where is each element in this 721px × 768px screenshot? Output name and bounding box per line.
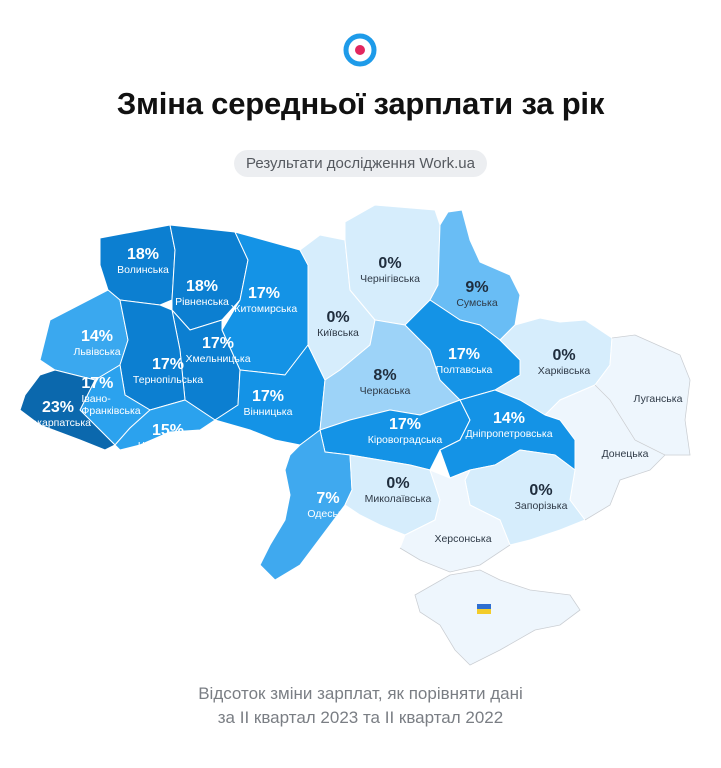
label-cherkaska: 8% Черкаська	[359, 367, 411, 397]
label-poltavska: 17% Полтавська	[435, 346, 493, 376]
footer-line-2: за II квартал 2023 та II квартал 2022	[217, 708, 504, 727]
label-lvivska: 14% Львівська	[73, 328, 121, 358]
label-kyivska: 0% Київська	[317, 309, 359, 339]
ukraine-flag-icon	[477, 604, 491, 614]
label-donetska: Донецька	[601, 448, 649, 460]
footer-line-1: Відсоток зміни зарплат, як порівняти дан…	[198, 684, 523, 703]
label-khmelnytska: 17% Хмельницька	[185, 335, 251, 365]
label-dnipropetrovska: 14% Дніпропетровська	[465, 410, 553, 440]
label-zhytomyrska: 17% Житомирська	[230, 285, 298, 315]
footer-caption: Відсоток зміни зарплат, як порівняти дан…	[0, 682, 721, 730]
label-zaporizka: 0% Запорізька	[514, 482, 568, 512]
source-badge: Результати дослідження Work.ua	[233, 150, 487, 177]
label-volynska: 18% Волинська	[117, 246, 169, 276]
label-kharkivska: 0% Харківська	[537, 347, 591, 377]
label-chernivetska: 15% Чернівецька	[137, 422, 199, 452]
label-vinnytska: 17% Вінницька	[243, 388, 293, 418]
label-ivano-frankivska: 17% Івано- Франківська	[81, 375, 141, 417]
label-ternopilska: 17% Тернопільська	[132, 356, 204, 386]
label-rivnenska: 18% Рівненська	[175, 278, 229, 308]
label-luhanska: Луганська	[633, 393, 683, 405]
ukraine-map: 18% Волинська 18% Рівненська 17% Житомирськ…	[0, 190, 721, 680]
map-regions	[19, 204, 691, 666]
target-logo-icon	[343, 33, 377, 67]
region-crimea	[414, 569, 581, 666]
label-kirovohradska: 17% Кіровоградська	[367, 416, 443, 446]
label-sumska: 9% Сумська	[456, 279, 498, 309]
label-mykolaivska: 0% Миколаївська	[364, 475, 432, 505]
label-odeska: 7% Одеська	[307, 490, 349, 520]
label-khersonska: Херсонська	[434, 533, 492, 545]
region-odeska	[259, 429, 353, 581]
page-title: Зміна середньої зарплати за рік	[116, 86, 605, 121]
label-zakarpatska: 23% Закарпатська	[24, 399, 92, 429]
label-chernihivska: 0% Чернігівська	[360, 255, 420, 285]
region-chernivetska	[114, 399, 216, 451]
